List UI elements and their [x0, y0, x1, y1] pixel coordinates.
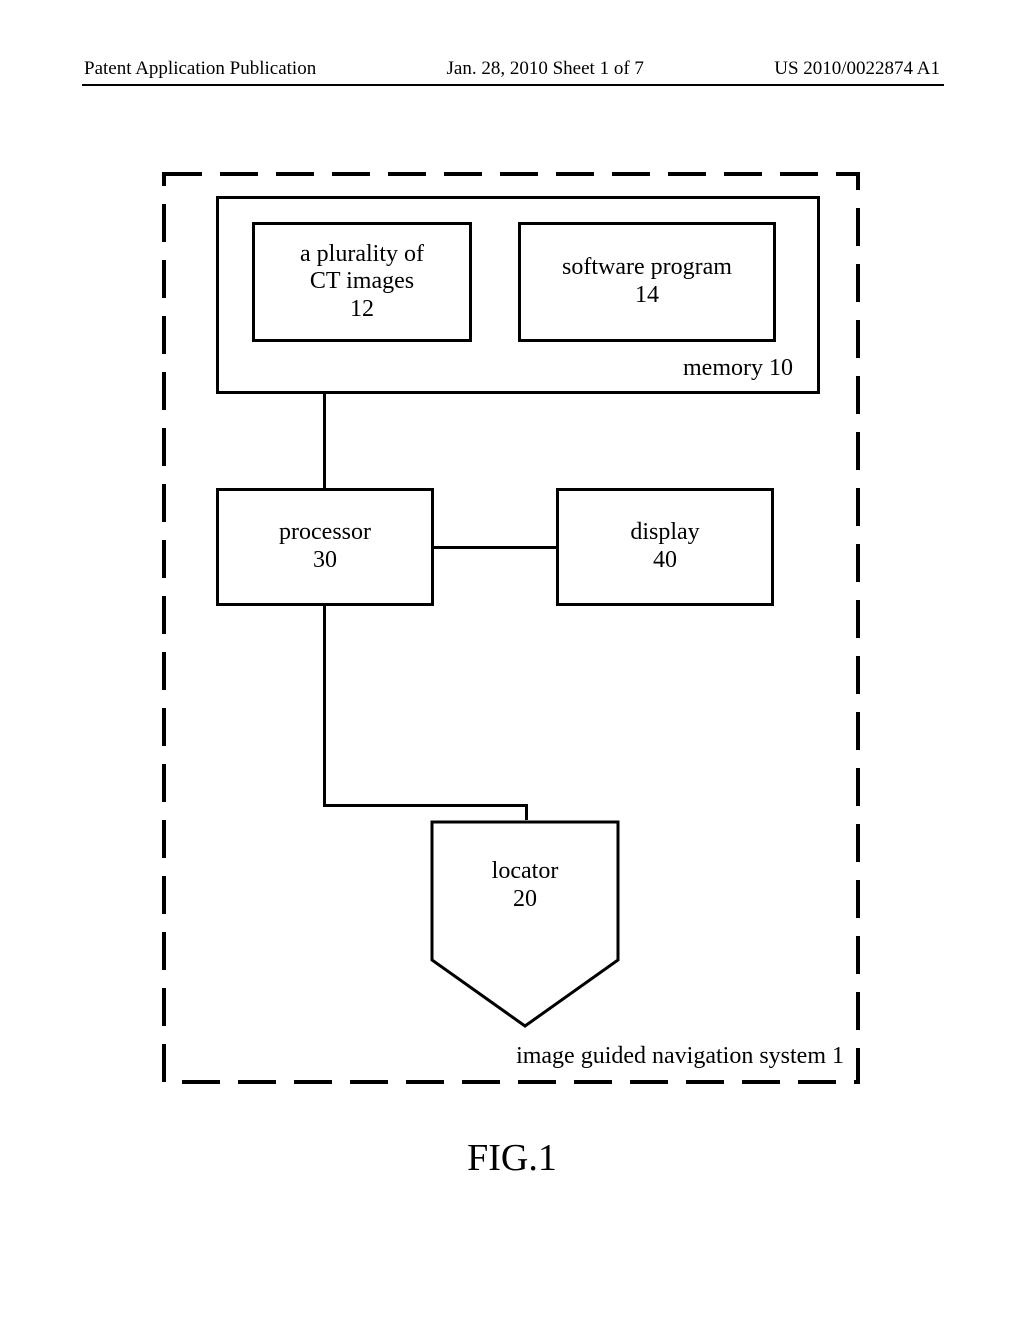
sw-line2: 14 [635, 282, 659, 310]
conn-memory-processor [323, 394, 326, 488]
locator-line2: 20 [430, 886, 620, 914]
header-center: Jan. 28, 2010 Sheet 1 of 7 [447, 58, 644, 80]
locator-line1: locator [430, 858, 620, 886]
header-rule [82, 84, 944, 86]
software-program-block: software program 14 [518, 222, 776, 342]
ct-line2: CT images [310, 268, 414, 296]
figure-label: FIG.1 [0, 1136, 1024, 1180]
header-left: Patent Application Publication [84, 58, 316, 80]
header-right: US 2010/0022874 A1 [774, 58, 940, 80]
processor-block: processor 30 [216, 488, 434, 606]
sw-line1: software program [562, 254, 732, 282]
conn-to-locator-v [525, 804, 528, 820]
conn-processor-down-h [323, 804, 528, 807]
figure-1-diagram: memory 10 a plurality of CT images 12 so… [158, 168, 864, 1088]
display-block: display 40 [556, 488, 774, 606]
disp-line1: display [630, 519, 699, 547]
disp-line2: 40 [653, 547, 677, 575]
ct-line3: 12 [350, 296, 374, 324]
ct-images-block: a plurality of CT images 12 [252, 222, 472, 342]
conn-processor-down-v [323, 606, 326, 804]
proc-line1: processor [279, 519, 371, 547]
locator-block: locator 20 [430, 820, 620, 1030]
system-label: image guided navigation system 1 [516, 1043, 844, 1070]
locator-pentagon-icon [430, 820, 620, 1030]
conn-processor-display [434, 546, 556, 549]
patent-header: Patent Application Publication Jan. 28, … [0, 58, 1024, 80]
memory-label: memory 10 [683, 355, 793, 383]
ct-line1: a plurality of [300, 241, 424, 269]
proc-line2: 30 [313, 547, 337, 575]
